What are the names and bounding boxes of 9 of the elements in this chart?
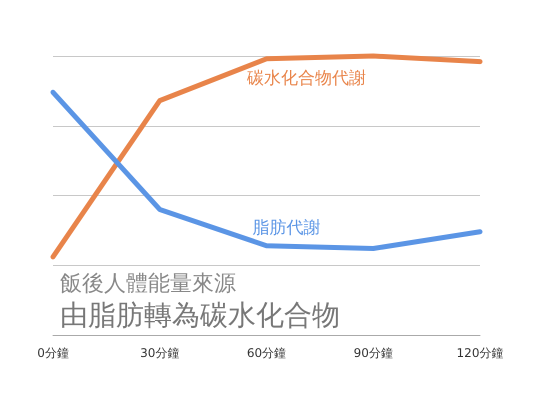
x-tick-label: 120分鐘 xyxy=(456,346,504,360)
x-tick-label: 30分鐘 xyxy=(140,346,180,360)
series-label: 碳水化合物代謝 xyxy=(246,68,366,88)
x-tick-label: 60分鐘 xyxy=(246,346,286,360)
x-tick-label: 0分鐘 xyxy=(37,346,69,360)
series-label: 脂肪代謝 xyxy=(252,218,320,238)
text: 飯後人體能量來源 xyxy=(60,272,236,296)
x-tick-label: 90分鐘 xyxy=(354,346,393,360)
text: 由脂肪轉為碳水化合物 xyxy=(60,298,340,332)
